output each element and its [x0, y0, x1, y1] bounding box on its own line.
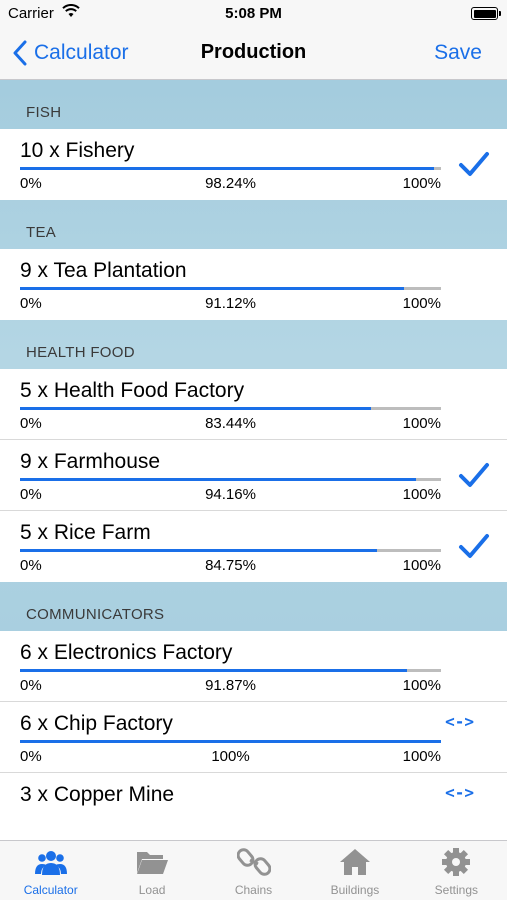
progress-min-label: 0% [20, 557, 42, 574]
progress-bar [20, 407, 441, 410]
progress-max-label: 100% [402, 415, 441, 432]
progress-bar [20, 549, 441, 552]
checkmark-icon[interactable] [458, 459, 490, 491]
progress-fill [20, 407, 372, 410]
section-header: TEA [26, 224, 57, 241]
progress-min-label: 0% [20, 175, 42, 192]
progress-value-label: 98.24% [205, 175, 256, 192]
progress-min-label: 0% [20, 486, 42, 503]
tab-label: Chains [234, 883, 273, 897]
progress-fill [20, 669, 407, 672]
back-button-label: Calculator [34, 41, 129, 64]
carrier-label: Carrier [8, 5, 54, 22]
building-title: 3 x Copper Mine [20, 783, 175, 806]
progress-min-label: 0% [20, 415, 42, 432]
building-title: 10 x Fishery [20, 139, 135, 162]
progress-fill [20, 549, 377, 552]
swap-button[interactable]: <-> [445, 712, 474, 731]
production-row[interactable]: 10 x Fishery 0% 98.24% 100% [0, 129, 507, 200]
production-row[interactable]: 5 x Rice Farm 0% 84.75% 100% [0, 511, 507, 582]
home-icon [339, 849, 370, 875]
progress-value-label: 100% [211, 748, 250, 765]
progress-fill [20, 287, 404, 290]
production-row[interactable]: 6 x Chip Factory 0% 100% 100% <-> [0, 702, 507, 773]
building-title: 5 x Rice Farm [20, 521, 151, 544]
status-bar: Carrier 5:08 PM [0, 0, 507, 28]
progress-bar [20, 478, 441, 481]
progress-bar [20, 740, 441, 743]
progress-bar [20, 287, 441, 290]
progress-fill [20, 740, 441, 743]
navigation-bar: Calculator Production Save [0, 28, 507, 80]
progress-value-label: 91.87% [205, 677, 256, 694]
building-title: 9 x Tea Plantation [20, 259, 187, 282]
gear-icon [442, 848, 471, 876]
progress-bar [20, 669, 441, 672]
page-title: Production [200, 41, 307, 63]
tab-label: Calculator [23, 883, 78, 897]
production-row[interactable]: 9 x Tea Plantation 0% 91.12% 100% [0, 249, 507, 320]
progress-max-label: 100% [402, 748, 441, 765]
building-title: 9 x Farmhouse [20, 450, 161, 473]
progress-min-label: 0% [20, 677, 42, 694]
building-title: 6 x Chip Factory [20, 712, 173, 735]
checkmark-icon[interactable] [458, 530, 490, 562]
progress-max-label: 100% [402, 175, 441, 192]
progress-max-label: 100% [402, 486, 441, 503]
status-time: 5:08 PM [225, 5, 282, 22]
progress-min-label: 0% [20, 748, 42, 765]
checkmark-icon[interactable] [458, 148, 490, 180]
progress-value-label: 91.12% [205, 295, 256, 312]
users-icon [34, 851, 67, 875]
production-row[interactable]: 3 x Copper Mine <-> [0, 773, 507, 840]
progress-value-label: 84.75% [205, 557, 256, 574]
production-row[interactable]: 9 x Farmhouse 0% 94.16% 100% [0, 440, 507, 511]
tab-calculator[interactable]: Calculator [0, 841, 101, 900]
tab-buildings[interactable]: Buildings [304, 841, 405, 900]
tab-load[interactable]: Load [101, 841, 202, 900]
progress-max-label: 100% [402, 557, 441, 574]
production-list[interactable]: FISH 10 x Fishery 0% 98.24% 100% TEA 9 x Tea P… [0, 80, 507, 840]
progress-min-label: 0% [20, 295, 42, 312]
back-button[interactable]: Calculator [12, 38, 129, 68]
progress-value-label: 83.44% [205, 415, 256, 432]
tab-label: Load [138, 883, 166, 897]
tab-chains[interactable]: Chains [203, 841, 304, 900]
progress-value-label: 94.16% [205, 486, 256, 503]
progress-max-label: 100% [402, 677, 441, 694]
progress-max-label: 100% [402, 295, 441, 312]
tab-label: Settings [434, 883, 478, 897]
building-title: 6 x Electronics Factory [20, 641, 233, 664]
battery-icon [471, 7, 501, 20]
wifi-icon [62, 4, 80, 17]
progress-fill [20, 478, 417, 481]
progress-fill [20, 167, 434, 170]
tab-label: Buildings [330, 883, 380, 897]
chevron-left-icon [13, 40, 27, 66]
swap-button[interactable]: <-> [445, 783, 474, 802]
building-title: 5 x Health Food Factory [20, 379, 245, 402]
section-header: HEALTH FOOD [26, 344, 135, 361]
folder-icon [137, 852, 169, 874]
production-row[interactable]: 6 x Electronics Factory 0% 91.87% 100% [0, 631, 507, 702]
progress-bar [20, 167, 441, 170]
production-row[interactable]: 5 x Health Food Factory 0% 83.44% 100% [0, 369, 507, 440]
tab-bar: Calculator Load Chains Buildings Settings [0, 840, 507, 900]
section-header: COMMUNICATORS [26, 606, 165, 623]
save-button[interactable]: Save [434, 41, 482, 64]
chain-icon [236, 848, 271, 876]
section-header: FISH [26, 104, 62, 121]
tab-settings[interactable]: Settings [406, 841, 507, 900]
